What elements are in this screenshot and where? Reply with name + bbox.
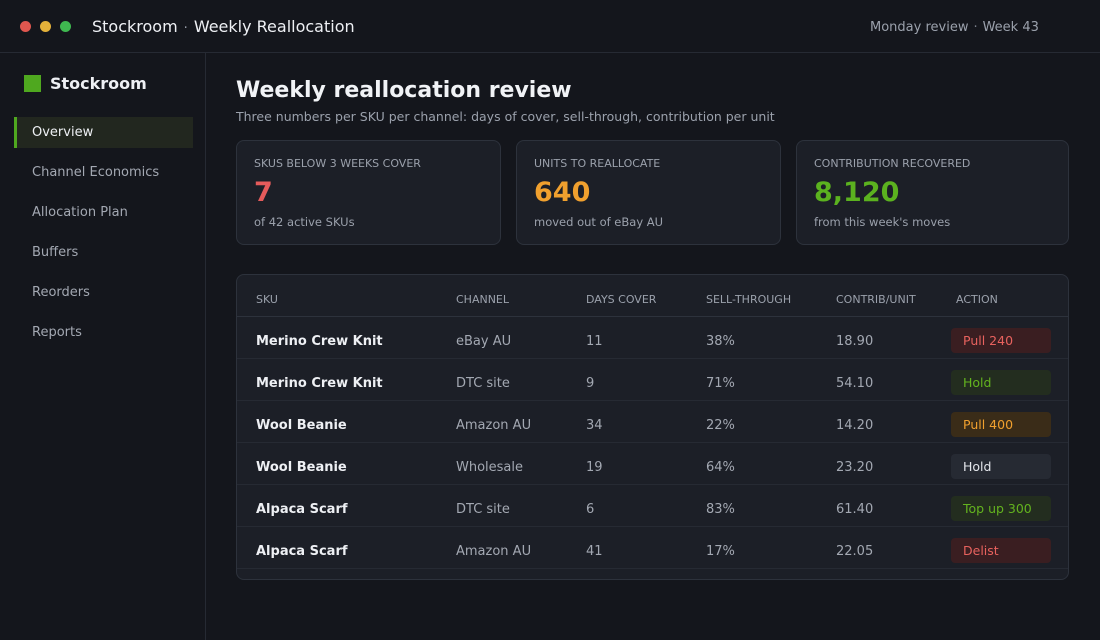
- sku-cell: Merino Crew Knit: [256, 334, 383, 349]
- kpi-card-units-to-reallocate: UNITS TO REALLOCATE 640 moved out of eBa…: [516, 140, 781, 245]
- column-header-sell-through[interactable]: SELL-THROUGH: [706, 293, 792, 306]
- channel-cell: eBay AU: [456, 334, 512, 349]
- table-row[interactable]: Merino Crew Knit eBay AU 11 38% 18.90 Pull 24…: [237, 317, 1068, 359]
- sell-through-cell: 83%: [706, 502, 735, 517]
- action-cell: Hold: [951, 454, 1051, 479]
- table-row[interactable]: Alpaca Scarf Amazon AU 41 17% 22.05 Delist: [237, 527, 1068, 569]
- app-name: Stockroom: [92, 17, 178, 36]
- column-header-action: ACTION: [956, 293, 998, 306]
- review-day: Monday review: [870, 20, 969, 35]
- brand-name: Stockroom: [50, 74, 147, 93]
- title-separator: ·: [183, 21, 188, 36]
- sidebar-item-allocation-plan[interactable]: Allocation Plan: [32, 205, 128, 220]
- column-header-sku[interactable]: SKU: [256, 293, 278, 306]
- contrib-unit-cell: 23.20: [836, 460, 874, 475]
- kpi-value: 8,120: [814, 177, 900, 208]
- channel-cell: DTC site: [456, 376, 510, 391]
- channel-cell: Amazon AU: [456, 544, 532, 559]
- column-header-channel[interactable]: CHANNEL: [456, 293, 510, 306]
- title-bar: Stockroom · Weekly Reallocation Monday rev…: [0, 0, 1100, 53]
- contrib-unit-cell: 14.20: [836, 418, 874, 433]
- days-cover-cell: 19: [586, 460, 603, 475]
- channel-cell: Amazon AU: [456, 418, 532, 433]
- kpi-value: 7: [254, 177, 273, 208]
- view-name: Weekly Reallocation: [193, 17, 355, 36]
- action-cell: Delist: [951, 538, 1051, 563]
- page-subtitle: Three numbers per SKU per channel: days …: [236, 109, 775, 124]
- sku-cell: Wool Beanie: [256, 418, 347, 433]
- table-body: Merino Crew Knit eBay AU 11 38% 18.90 Pull 24…: [237, 317, 1068, 569]
- table-row[interactable]: Wool Beanie Amazon AU 34 22% 14.20 Pull 400: [237, 401, 1068, 443]
- window-maximize-button[interactable]: [60, 21, 71, 32]
- brand-logo-icon: [24, 75, 41, 92]
- window-title: Stockroom · Weekly Reallocation: [92, 17, 355, 36]
- action-button[interactable]: Hold: [951, 370, 1051, 395]
- kpi-note: moved out of eBay AU: [534, 215, 664, 229]
- main-content: Weekly reallocation review Three numbers…: [207, 53, 1100, 640]
- action-button[interactable]: Pull 240: [951, 328, 1051, 353]
- sidebar-item-reports[interactable]: Reports: [32, 325, 82, 340]
- channel-cell: Wholesale: [456, 460, 524, 475]
- contrib-unit-cell: 22.05: [836, 544, 874, 559]
- reallocation-table: SKU CHANNEL DAYS COVER SELL-THROUGH CONT…: [236, 274, 1069, 580]
- days-cover-cell: 34: [586, 418, 603, 433]
- page-title: Weekly reallocation review: [236, 78, 572, 103]
- column-header-contrib-unit[interactable]: CONTRIB/UNIT: [836, 293, 916, 306]
- column-header-days-cover[interactable]: DAYS COVER: [586, 293, 657, 306]
- sku-cell: Merino Crew Knit: [256, 376, 383, 391]
- kpi-card-contribution-recovered: CONTRIBUTION RECOVERED 8,120 from this w…: [796, 140, 1069, 245]
- sku-cell: Wool Beanie: [256, 460, 347, 475]
- table-row[interactable]: Merino Crew Knit DTC site 9 71% 54.10 Hold: [237, 359, 1068, 401]
- kpi-label: UNITS TO REALLOCATE: [534, 157, 661, 170]
- sell-through-cell: 64%: [706, 460, 735, 475]
- channel-cell: DTC site: [456, 502, 510, 517]
- sidebar-nav: Overview Channel Economics Allocation Pl…: [14, 117, 193, 357]
- days-cover-cell: 6: [586, 502, 595, 517]
- action-cell: Pull 240: [951, 328, 1051, 353]
- action-button[interactable]: Pull 400: [951, 412, 1051, 437]
- contrib-unit-cell: 54.10: [836, 376, 874, 391]
- sku-cell: Alpaca Scarf: [256, 502, 348, 517]
- table-row[interactable]: Wool Beanie Wholesale 19 64% 23.20 Hold: [237, 443, 1068, 485]
- window-close-button[interactable]: [20, 21, 31, 32]
- action-cell: Hold: [951, 370, 1051, 395]
- kpi-card-skus-below-cover: SKUS BELOW 3 WEEKS COVER 7 of 42 active …: [236, 140, 501, 245]
- window-minimize-button[interactable]: [40, 21, 51, 32]
- action-button[interactable]: Top up 300: [951, 496, 1051, 521]
- sell-through-cell: 17%: [706, 544, 735, 559]
- sku-cell: Alpaca Scarf: [256, 544, 348, 559]
- kpi-label: CONTRIBUTION RECOVERED: [814, 157, 971, 170]
- action-button[interactable]: Hold: [951, 454, 1051, 479]
- meta-separator: ·: [973, 20, 978, 35]
- kpi-note: of 42 active SKUs: [254, 215, 355, 229]
- sidebar-item-buffers[interactable]: Buffers: [32, 245, 79, 260]
- kpi-label: SKUS BELOW 3 WEEKS COVER: [254, 157, 421, 170]
- contrib-unit-cell: 18.90: [836, 334, 874, 349]
- kpi-note: from this week's moves: [814, 215, 951, 229]
- sell-through-cell: 22%: [706, 418, 735, 433]
- table-header: SKU CHANNEL DAYS COVER SELL-THROUGH CONT…: [237, 275, 1068, 317]
- days-cover-cell: 9: [586, 376, 595, 391]
- kpi-value: 640: [534, 177, 591, 208]
- sell-through-cell: 71%: [706, 376, 735, 391]
- sell-through-cell: 38%: [706, 334, 735, 349]
- contrib-unit-cell: 61.40: [836, 502, 874, 517]
- review-meta: Monday review · Week 43: [870, 20, 1039, 35]
- days-cover-cell: 41: [586, 544, 603, 559]
- sidebar-item-overview[interactable]: Overview: [14, 117, 193, 148]
- sidebar-item-channel-economics[interactable]: Channel Economics: [32, 165, 160, 180]
- days-cover-cell: 11: [586, 334, 603, 349]
- week-label: Week 43: [982, 20, 1039, 35]
- action-cell: Pull 400: [951, 412, 1051, 437]
- action-cell: Top up 300: [951, 496, 1051, 521]
- sidebar-item-reorders[interactable]: Reorders: [32, 285, 90, 300]
- action-button[interactable]: Delist: [951, 538, 1051, 563]
- sidebar: Stockroom Overview Channel Economics All…: [0, 53, 206, 640]
- table-row[interactable]: Alpaca Scarf DTC site 6 83% 61.40 Top up 300: [237, 485, 1068, 527]
